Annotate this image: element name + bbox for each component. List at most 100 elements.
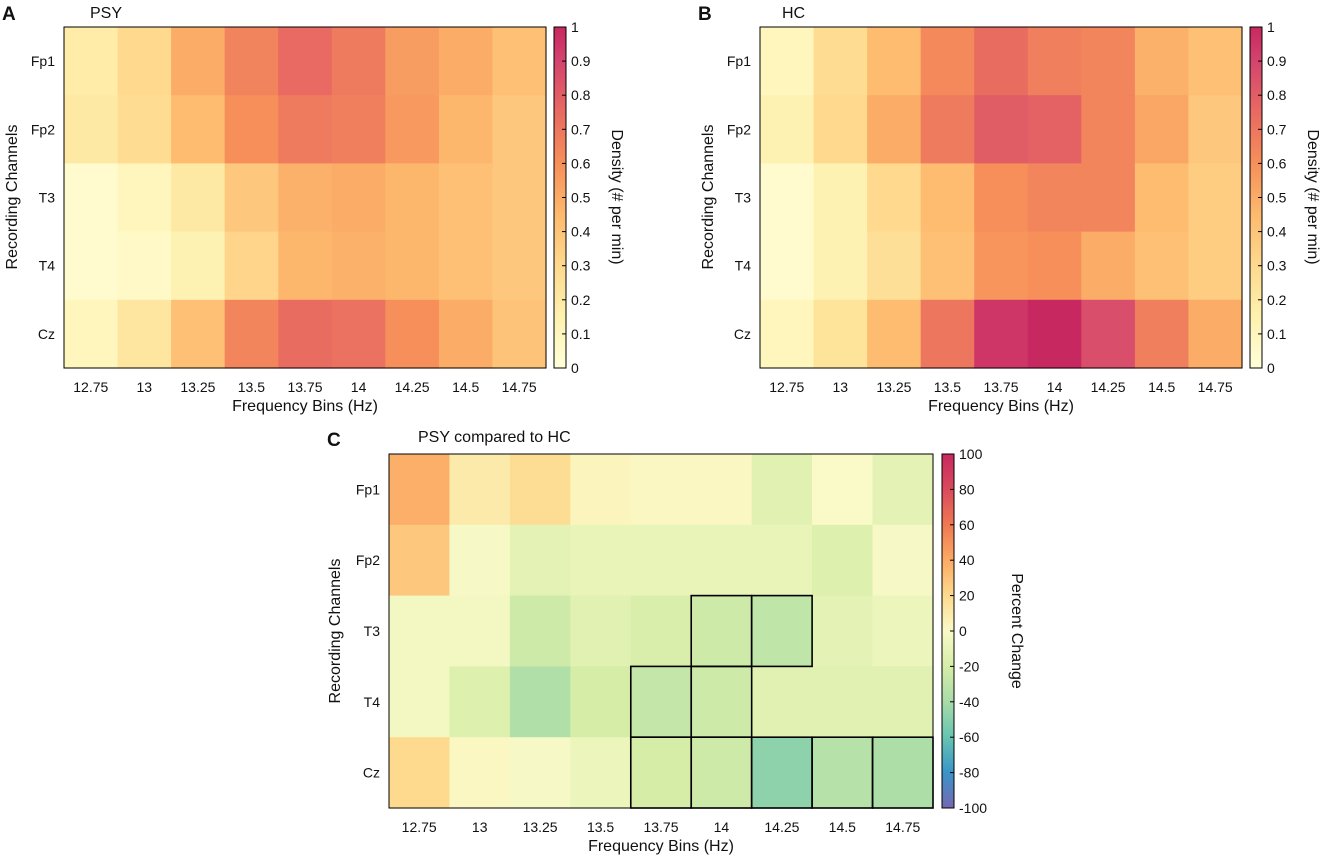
- panel-b-cell-fp2-13_75: [974, 95, 1029, 164]
- panel-b-x-tick-label: 13: [833, 379, 849, 395]
- panel-a-cell-t4-14_5: [438, 231, 494, 301]
- panel-b-colorbar-tick-label: 0.4: [1267, 224, 1287, 240]
- panel-a-cell-fp1-14_75: [492, 27, 547, 96]
- panel-b-y-tick-label: T3: [735, 190, 752, 206]
- panel-c-y-tick-label: Fp2: [356, 552, 380, 568]
- panel-b-cell-t3-12_75: [760, 163, 815, 233]
- panel-c-cell-fp2-13_25: [509, 524, 571, 597]
- panel-c-cell-t4-14_25: [751, 666, 813, 738]
- panel-c-title: PSY compared to HC: [418, 429, 571, 446]
- panel-b-cell-t4-14_5: [1134, 231, 1190, 301]
- panel-a-cell-cz-13_25: [171, 299, 226, 369]
- panel-a-x-tick-label: 13.75: [287, 379, 322, 395]
- panel-b-x-tick-label: 14.25: [1091, 379, 1126, 395]
- panel-c-y-tick-label: T3: [364, 623, 381, 639]
- panel-b-x-axis-label: Frequency Bins (Hz): [928, 398, 1074, 415]
- panel-a-colorbar-tick-label: 0.8: [571, 87, 591, 103]
- panel-a-x-ticks: 12.75 13 13.25 13.5 13.75 14 14.25 14.5 14.75: [73, 379, 537, 395]
- panel-b-cell-fp2-14: [1027, 95, 1082, 164]
- panel-c-cell-fp1-14_25: [751, 454, 813, 526]
- panel-c-cell-cz-14_5: [812, 737, 874, 809]
- panel-c-cell-t3-13: [449, 595, 511, 667]
- panel-c-cell-t3-14_75: [872, 595, 934, 667]
- panel-b-colorbar-tick-label: 0.7: [1267, 121, 1287, 137]
- panel-b-y-ticks: Fp1 Fp2 T3 T4 Cz: [727, 53, 751, 342]
- panel-c-cell-t3-14_25: [751, 595, 813, 667]
- panel-b-colorbar-tick-label: 0.2: [1267, 292, 1287, 308]
- panel-a-cell-t3-13: [117, 163, 172, 233]
- panel-c-cell-t4-13_25: [509, 666, 571, 738]
- panel-c-cell-cz-13_25: [509, 737, 571, 809]
- panel-b-x-ticks: 12.75 13 13.25 13.5 13.75 14 14.25 14.5 14.75: [769, 379, 1233, 395]
- panel-b-cell-fp2-14_5: [1134, 95, 1190, 164]
- panel-c-cell-t3-13_75: [630, 595, 692, 667]
- panel-a-cell-fp2-14_25: [385, 95, 440, 164]
- panel-b-colorbar: 0 0.1 0.2 0.3 0.4 0.5 0.6 0.7 0.8 0.9 1: [1249, 19, 1287, 376]
- panel-b-cell-fp1-12_75: [760, 27, 815, 96]
- panel-b-cell-cz-14_5: [1134, 299, 1190, 369]
- panel-b-x-tick-label: 13.75: [983, 379, 1018, 395]
- panel-c-cell-cz-12_75: [389, 737, 451, 809]
- panel-a-colorbar-tick-label: 1: [571, 19, 579, 35]
- panel-a-y-tick-label: Fp1: [31, 53, 55, 69]
- panel-a-colorbar-tick-label: 0.1: [571, 326, 591, 342]
- panel-c-colorbar-tick-label: 40: [959, 552, 975, 568]
- panel-c-cell-t4-14_5: [812, 666, 874, 738]
- panel-b-cell-fp1-13: [813, 27, 868, 96]
- panel-a-cell-t3-13_25: [171, 163, 226, 233]
- panel-b-cell-fp2-12_75: [760, 95, 815, 164]
- panel-c-x-tick-label: 12.75: [402, 819, 437, 835]
- panel-b-colorbar-tick-label: 0.3: [1267, 258, 1287, 274]
- panel-b-y-tick-label: Cz: [734, 326, 751, 342]
- panel-c-x-tick-label: 13.75: [643, 819, 678, 835]
- panel-a-letter: A: [2, 4, 16, 25]
- panel-b-cell-t4-13: [813, 231, 868, 301]
- panel-b-cell-cz-14_25: [1081, 299, 1136, 369]
- panel-b-colorbar-tick-label: 0.1: [1267, 326, 1287, 342]
- panel-b-cell-t4-14_25: [1081, 231, 1136, 301]
- panel-a-cell-fp1-13_25: [171, 27, 226, 96]
- panel-c-cell-fp2-12_75: [389, 524, 451, 597]
- panel-a-x-tick-label: 13.25: [180, 379, 215, 395]
- panel-c-cell-fp2-14_75: [872, 524, 934, 597]
- panel-c-cell-fp1-13_75: [630, 454, 692, 526]
- panel-c-x-tick-label: 13: [472, 819, 488, 835]
- panel-b-cell-t3-14: [1027, 163, 1082, 233]
- panel-c-cell-fp1-14: [691, 454, 753, 526]
- panel-a-cell-fp1-14: [331, 27, 386, 96]
- panel-a-colorbar-tick-label: 0.5: [571, 190, 591, 206]
- panel-c-y-tick-label: Fp1: [356, 481, 380, 497]
- panel-a-x-tick-label: 13.5: [238, 379, 265, 395]
- panel-b-title: HC: [782, 5, 805, 22]
- panel-c-cell-t3-14: [691, 595, 753, 667]
- panel-b-heatmap-cells: [760, 27, 1243, 369]
- panel-c-cell-t3-13_25: [509, 595, 571, 667]
- panel-a-cell-t4-14: [331, 231, 386, 301]
- panel-a-cell-t4-13_25: [171, 231, 226, 301]
- panel-a-cell-cz-14_75: [492, 299, 547, 369]
- panel-a-cell-fp1-12_75: [64, 27, 119, 96]
- panel-c-cell-fp1-13_5: [570, 454, 632, 526]
- panel-b-colorbar-tick-label: 0.9: [1267, 53, 1287, 69]
- panel-b-y-axis-label: Recording Channels: [700, 125, 717, 270]
- panel-a-cell-fp2-13_5: [224, 95, 279, 164]
- panel-c-x-ticks: 12.75 13 13.25 13.5 13.75 14 14.25 14.5 14.75: [402, 819, 921, 835]
- panel-a-x-tick-label: 14: [351, 379, 367, 395]
- panel-c-cell-fp1-13: [449, 454, 511, 526]
- panel-a-cell-fp2-14_5: [438, 95, 494, 164]
- panel-a-y-tick-label: T3: [39, 190, 56, 206]
- panel-a-cell-fp1-13: [117, 27, 172, 96]
- panel-a-heatmap-cells: [64, 27, 547, 369]
- panel-a-cell-t4-13: [117, 231, 172, 301]
- panel-c-colorbar-tick-label: 20: [959, 588, 975, 604]
- panel-a-cell-fp1-14_5: [438, 27, 494, 96]
- panel-b-cell-t4-12_75: [760, 231, 815, 301]
- panel-a-x-tick-label: 12.75: [73, 379, 108, 395]
- panel-a-y-axis-label: Recording Channels: [4, 125, 21, 270]
- panel-a-x-tick-label: 13: [137, 379, 153, 395]
- panel-a-cell-t3-14: [331, 163, 386, 233]
- panel-c-cell-t4-13: [449, 666, 511, 738]
- panel-b-cell-fp2-14_25: [1081, 95, 1136, 164]
- panel-b-cell-t3-13_25: [867, 163, 922, 233]
- panel-b-cell-cz-12_75: [760, 299, 815, 369]
